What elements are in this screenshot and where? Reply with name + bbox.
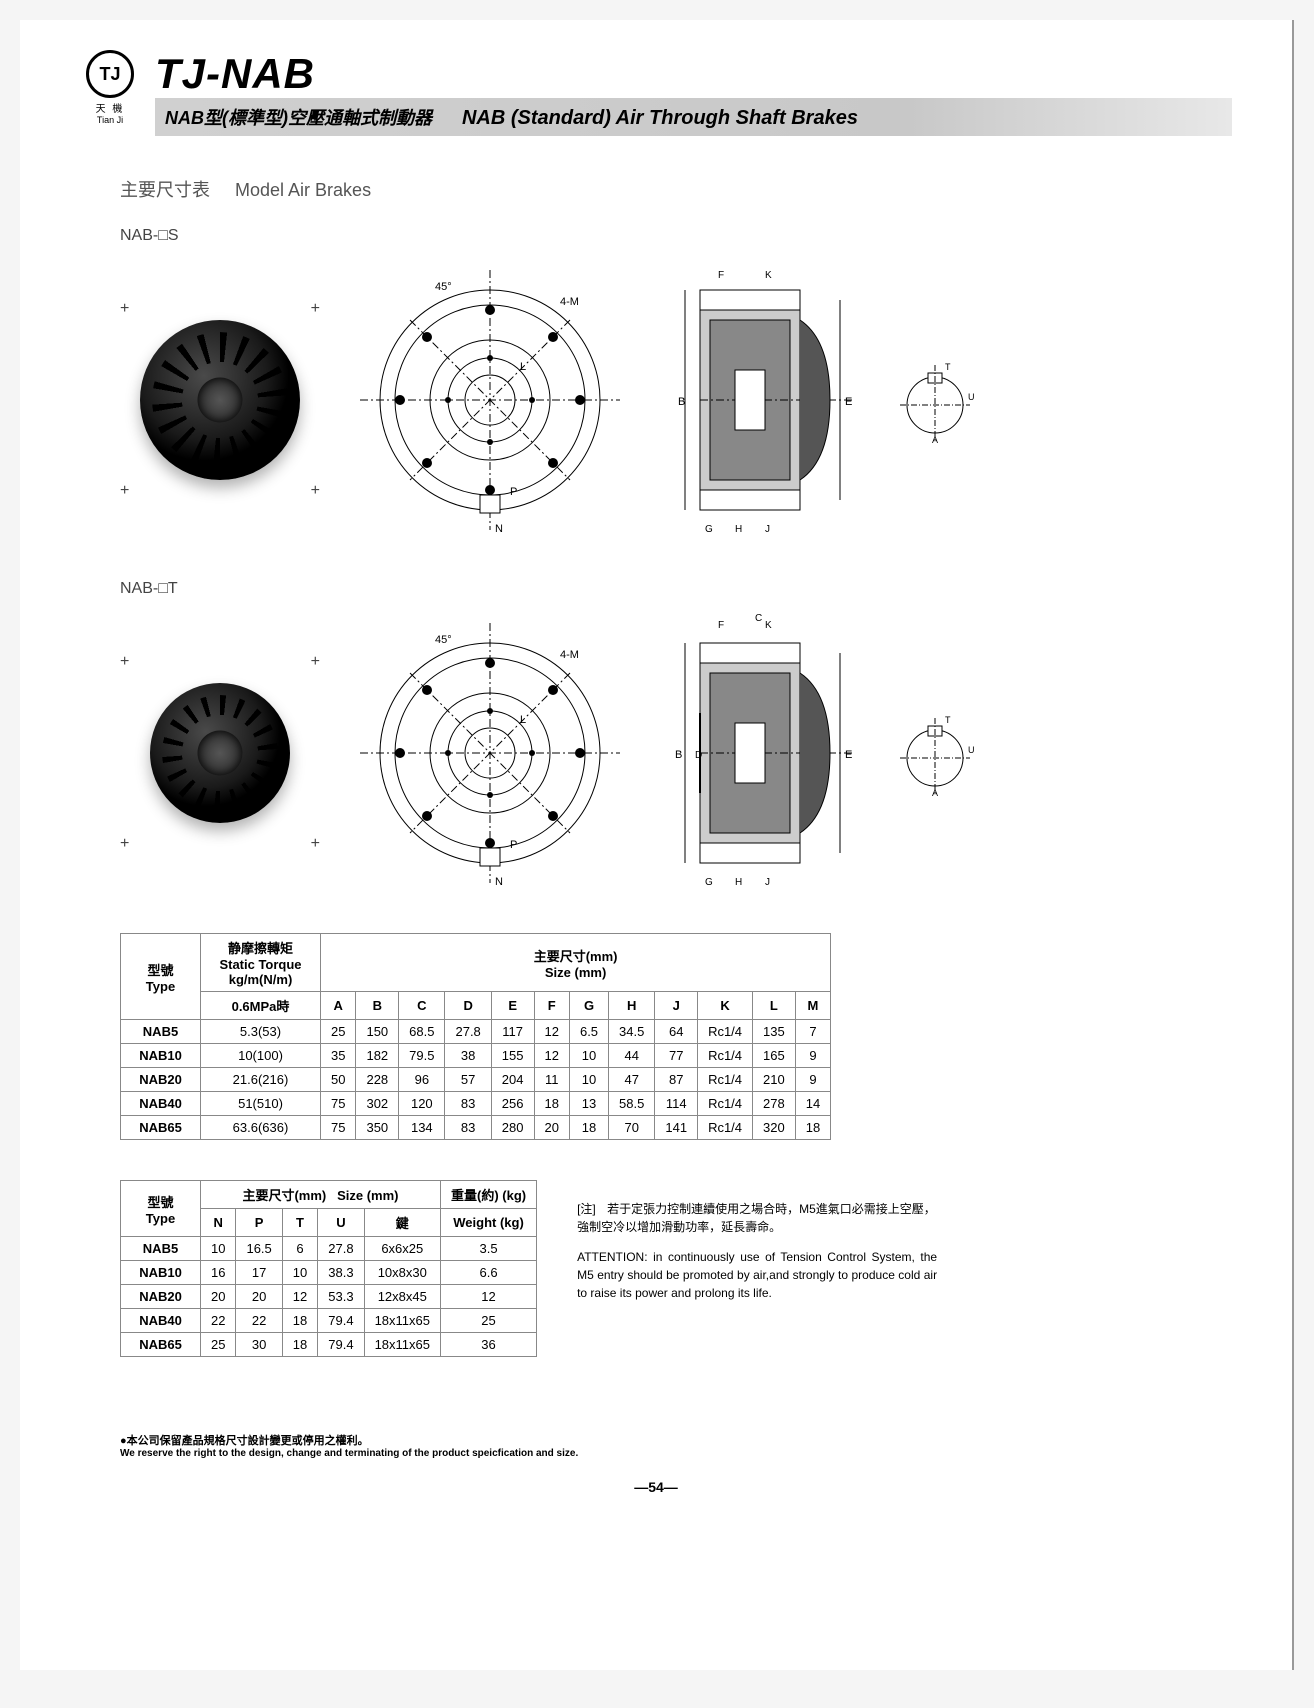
th-type2: 型號 Type [121, 1181, 201, 1237]
dim-angle: 45° [435, 281, 452, 293]
side-view-diagram-t: F K C B D E G H J [660, 613, 860, 893]
main-title: TJ-NAB [155, 50, 1232, 98]
shaft-view-diagram: T U A [890, 355, 980, 445]
dim-f: F [718, 270, 724, 281]
svg-text:T: T [945, 715, 951, 725]
side-view-diagram: F K B E G H J [660, 260, 860, 540]
note-en: ATTENTION: in continuously use of Tensio… [577, 1248, 937, 1302]
table1-col-row: 0.6MPa時 A B C D E F G H J K L M [121, 992, 831, 1020]
brake-photo-icon [140, 320, 300, 480]
svg-text:4-M: 4-M [560, 649, 579, 661]
dim-t: T [945, 362, 951, 372]
th-size2: 主要尺寸(mm) Size (mm) [201, 1181, 441, 1209]
table-row: NAB51016.5627.86x6x253.5 [121, 1237, 537, 1261]
footer-en: We reserve the right to the design, chan… [120, 1448, 1232, 1459]
th-type: 型號 Type [121, 934, 201, 1020]
th-cond: 0.6MPa時 [201, 992, 321, 1020]
model-s-label: NAB-□S [120, 227, 1232, 245]
svg-text:A: A [932, 788, 938, 798]
subtitle-bar: NAB型(標準型)空壓通軸式制動器 NAB (Standard) Air Thr… [155, 98, 1232, 136]
table-row: NAB1016171038.310x8x306.6 [121, 1261, 537, 1285]
product-photo-s: + + + + [120, 295, 320, 505]
crop-mark-icon: + [120, 835, 129, 853]
dim-l: L [520, 361, 526, 373]
table-row: NAB6563.6(636)7535013483280201870141Rc1/… [121, 1116, 831, 1140]
svg-text:J: J [765, 877, 770, 888]
svg-text:P: P [510, 839, 517, 851]
model-t-label: NAB-□T [120, 580, 1232, 598]
dim-b: B [678, 396, 685, 408]
footer: ●本公司保留產品規格尺寸設計變更或停用之權利。 We reserve the r… [120, 1432, 1232, 1459]
dim-a: A [932, 435, 938, 445]
crop-mark-icon: + [311, 653, 320, 671]
svg-text:K: K [765, 620, 772, 631]
diagram-row-t: + + + + [120, 613, 1232, 893]
crop-mark-icon: + [311, 300, 320, 318]
subtitle-cn: NAB型(標準型)空壓通軸式制動器 [165, 104, 432, 130]
svg-text:L: L [520, 714, 526, 726]
subtitle-en: NAB (Standard) Air Through Shaft Brakes [462, 107, 858, 130]
th-weight: 重量(約) (kg) [440, 1181, 536, 1209]
svg-text:G: G [705, 877, 713, 888]
crop-mark-icon: + [120, 300, 129, 318]
svg-text:B: B [675, 749, 682, 761]
dimension-table-2: 型號 Type 主要尺寸(mm) Size (mm) 重量(約) (kg) N … [120, 1180, 537, 1357]
table-row: NAB2021.6(216)50228965720411104787Rc1/42… [121, 1068, 831, 1092]
dim-p: P [510, 486, 517, 498]
th-torque: 静摩擦轉矩 Static Torque kg/m(N/m) [201, 934, 321, 992]
table-row: NAB4022221879.418x11x6525 [121, 1309, 537, 1333]
table-row: NAB55.3(53)2515068.527.8117126.534.564Rc… [121, 1020, 831, 1044]
table-row: NAB2020201253.312x8x4512 [121, 1285, 537, 1309]
crop-mark-icon: + [120, 653, 129, 671]
footer-cn: ●本公司保留產品規格尺寸設計變更或停用之權利。 [120, 1432, 1232, 1448]
table-row: NAB6525301879.418x11x6536 [121, 1333, 537, 1357]
logo-gear-icon: TJ [86, 50, 134, 98]
svg-text:U: U [968, 745, 975, 755]
page-number: —54— [80, 1479, 1232, 1495]
note-cn: [注] 若于定張力控制連續使用之場合時，M5進氣口必需接上空壓，強制空冷以增加滑… [577, 1200, 937, 1236]
svg-text:N: N [495, 876, 503, 888]
crop-mark-icon: + [120, 482, 129, 500]
table-row: NAB4051(510)7530212083256181358.5114Rc1/… [121, 1092, 831, 1116]
product-photo-t: + + + + [120, 648, 320, 858]
notes: [注] 若于定張力控制連續使用之場合時，M5進氣口必需接上空壓，強制空冷以增加滑… [577, 1165, 937, 1302]
svg-text:H: H [735, 877, 742, 888]
svg-text:D: D [695, 750, 702, 761]
svg-text:F: F [718, 620, 724, 631]
dim-n: N [495, 523, 503, 535]
front-view-diagram-t: 45° 4-M L P N [350, 613, 630, 893]
th-size: 主要尺寸(mm) Size (mm) [321, 934, 831, 992]
crop-mark-icon: + [311, 482, 320, 500]
page-header: TJ 天 機 Tian Ji TJ-NAB NAB型(標準型)空壓通軸式制動器 … [80, 50, 1232, 136]
section-title: 主要尺寸表 Model Air Brakes [120, 176, 1232, 202]
logo-cn: 天 機 [80, 100, 140, 115]
dim-k: K [765, 270, 772, 281]
diagram-row-s: + + + + [120, 260, 1232, 540]
crop-mark-icon: + [311, 835, 320, 853]
dim-u: U [968, 392, 975, 402]
logo-en: Tian Ji [80, 115, 140, 125]
svg-text:45°: 45° [435, 634, 452, 646]
svg-text:E: E [845, 749, 852, 761]
dim-g: G [705, 524, 713, 535]
logo: TJ 天 機 Tian Ji [80, 50, 140, 125]
section-en: Model Air Brakes [235, 180, 371, 200]
brake-photo-icon [150, 683, 290, 823]
svg-text:C: C [755, 613, 762, 624]
dim-j: J [765, 524, 770, 535]
front-view-diagram: 45° 4-M L P N [350, 260, 630, 540]
shaft-view-diagram-t: T U A [890, 708, 980, 798]
title-block: TJ-NAB NAB型(標準型)空壓通軸式制動器 NAB (Standard) … [155, 50, 1232, 136]
section-cn: 主要尺寸表 [120, 180, 210, 200]
bottom-row: 型號 Type 主要尺寸(mm) Size (mm) 重量(約) (kg) N … [80, 1165, 1232, 1382]
logo-text: TJ [99, 64, 120, 85]
dim-h: H [735, 524, 742, 535]
dim-e: E [845, 396, 852, 408]
dim-4m: 4-M [560, 296, 579, 308]
dimension-table-1: 型號 Type 静摩擦轉矩 Static Torque kg/m(N/m) 主要… [120, 933, 831, 1140]
table-row: NAB1010(100)3518279.53815512104477Rc1/41… [121, 1044, 831, 1068]
